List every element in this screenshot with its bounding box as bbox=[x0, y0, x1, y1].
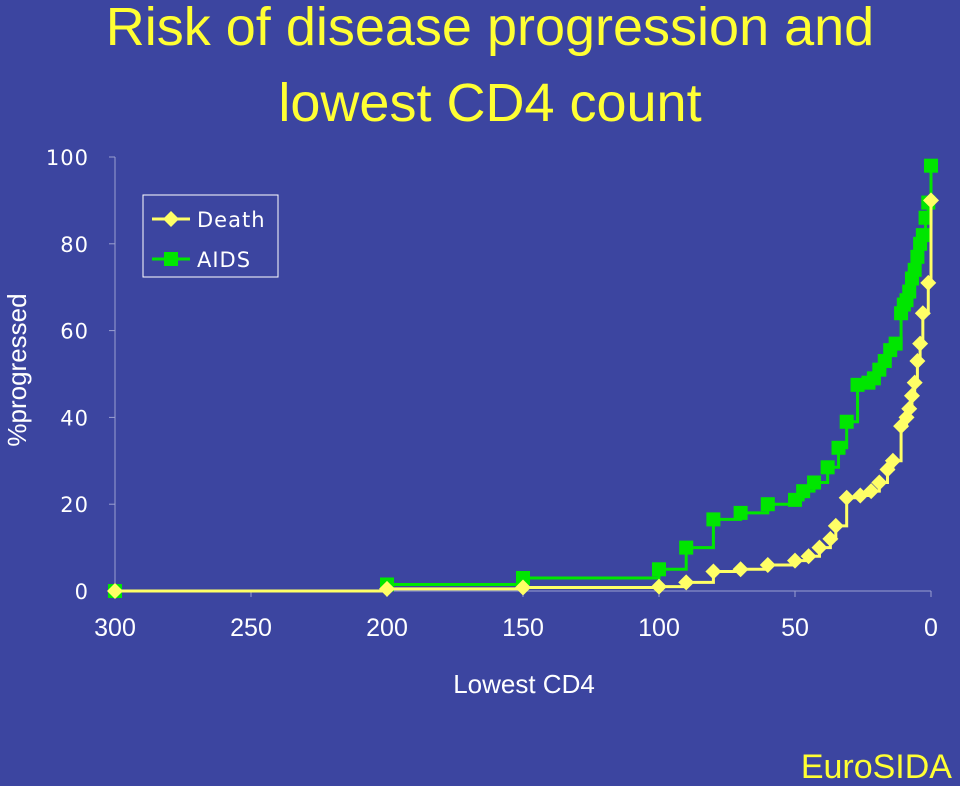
data-point bbox=[912, 335, 929, 352]
y-tick-label: 0 bbox=[75, 580, 89, 604]
data-point bbox=[732, 561, 749, 578]
data-point bbox=[888, 336, 903, 351]
y-tick-label: 20 bbox=[60, 493, 89, 517]
title-line-1: Risk of disease progression and bbox=[105, 0, 875, 57]
data-point bbox=[379, 580, 395, 597]
data-point bbox=[923, 192, 939, 209]
data-point bbox=[914, 305, 931, 322]
y-tick-label: 100 bbox=[46, 146, 89, 170]
title-line-2: lowest CD4 count bbox=[278, 73, 702, 133]
data-point bbox=[516, 570, 530, 585]
data-point bbox=[820, 460, 835, 475]
data-point bbox=[796, 484, 811, 499]
data-point bbox=[705, 563, 722, 580]
legend-marker bbox=[164, 252, 178, 266]
y-axis-label: %progressed bbox=[2, 293, 32, 446]
x-tick-label: 250 bbox=[230, 614, 272, 642]
source-label: EuroSIDA bbox=[800, 748, 952, 786]
x-tick-label: 150 bbox=[502, 614, 544, 642]
data-point bbox=[850, 377, 865, 392]
data-point bbox=[884, 452, 901, 469]
data-point bbox=[839, 414, 854, 429]
data-point bbox=[907, 262, 922, 277]
data-point bbox=[760, 497, 775, 512]
x-tick-label: 300 bbox=[94, 614, 136, 642]
series-death bbox=[107, 192, 939, 599]
page-title: Risk of disease progression and lowest C… bbox=[0, 0, 960, 140]
data-point bbox=[901, 400, 918, 417]
data-point bbox=[515, 579, 531, 596]
data-point bbox=[706, 512, 721, 527]
y-tick-label: 80 bbox=[60, 233, 89, 257]
data-point bbox=[838, 489, 855, 506]
x-axis-label: Lowest CD4 bbox=[453, 669, 595, 699]
data-point bbox=[906, 374, 923, 391]
data-point bbox=[871, 474, 888, 491]
data-point bbox=[902, 284, 917, 299]
data-point bbox=[679, 540, 694, 555]
legend: Death AIDS bbox=[142, 194, 279, 278]
data-point bbox=[652, 562, 666, 577]
data-point bbox=[827, 517, 844, 534]
data-point bbox=[831, 440, 846, 455]
data-point bbox=[651, 578, 667, 595]
y-tick-label: 60 bbox=[60, 320, 89, 344]
x-tick-label: 50 bbox=[781, 614, 809, 642]
data-point bbox=[915, 228, 930, 243]
data-point bbox=[920, 274, 937, 291]
data-point bbox=[759, 556, 776, 573]
data-point bbox=[807, 475, 822, 490]
data-point bbox=[863, 483, 880, 500]
legend-label: Death bbox=[197, 208, 266, 232]
data-point bbox=[787, 552, 803, 569]
data-point bbox=[678, 574, 695, 591]
data-point bbox=[910, 249, 925, 264]
data-point bbox=[800, 548, 817, 565]
data-point bbox=[877, 353, 892, 368]
data-point bbox=[811, 539, 828, 556]
legend-label: AIDS bbox=[197, 248, 251, 272]
data-point bbox=[909, 352, 926, 369]
data-point bbox=[107, 583, 123, 599]
legend-marker bbox=[163, 211, 179, 227]
x-tick-label: 0 bbox=[924, 614, 938, 642]
data-point bbox=[918, 210, 933, 225]
data-point bbox=[733, 505, 748, 520]
data-point bbox=[903, 387, 920, 404]
y-tick-label: 40 bbox=[60, 406, 89, 430]
data-point bbox=[822, 530, 839, 547]
data-point bbox=[924, 158, 938, 173]
x-tick-label: 200 bbox=[366, 614, 408, 642]
x-tick-label: 100 bbox=[638, 614, 680, 642]
